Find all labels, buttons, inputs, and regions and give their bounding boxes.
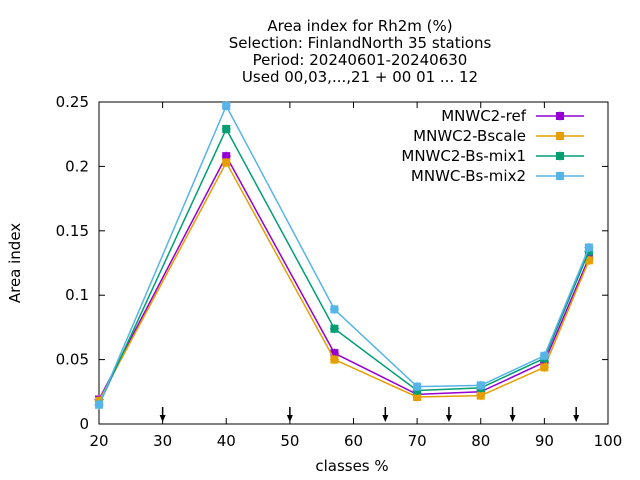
- down-arrow-icon: [573, 407, 580, 422]
- data-point: [476, 380, 486, 390]
- x-tick-label: 20: [89, 432, 108, 450]
- data-point: [329, 324, 339, 334]
- title-line-3: Period: 20240601-20240630: [253, 51, 468, 69]
- x-tick-label: 60: [344, 432, 363, 450]
- x-tick-label: 90: [535, 432, 554, 450]
- x-axis: 20 30 40 50 60 70 80 90 100: [89, 102, 622, 450]
- down-arrow-icon: [286, 407, 293, 422]
- data-series: [94, 101, 594, 410]
- data-point: [539, 362, 549, 372]
- legend-marker: [555, 131, 565, 141]
- legend-label: MNWC-Bs-mix2: [411, 167, 526, 185]
- down-arrow-icon: [382, 407, 389, 422]
- legend-marker: [555, 111, 565, 121]
- legend: MNWC2-ref MNWC2-Bscale MNWC2-Bs-mix1 MNWC-B…: [401, 107, 584, 185]
- x-tick-label: 50: [280, 432, 299, 450]
- down-arrow-icon: [445, 407, 452, 422]
- x-tick-label: 30: [153, 432, 172, 450]
- data-point: [329, 304, 339, 314]
- down-arrow-icon: [509, 407, 516, 422]
- plot-frame: [98, 101, 609, 425]
- data-point: [412, 392, 422, 402]
- data-point: [94, 400, 104, 410]
- legend-label: MNWC2-Bscale: [413, 127, 526, 145]
- legend-label: MNWC2-Bs-mix1: [401, 147, 526, 165]
- data-point: [476, 391, 486, 401]
- series-3: [94, 101, 594, 410]
- y-tick-label: 0.2: [65, 157, 89, 175]
- y-axis-label: Area index: [6, 223, 24, 303]
- data-point: [221, 151, 231, 161]
- down-arrow-icon: [159, 407, 166, 422]
- legend-entry: MNWC2-ref: [441, 107, 584, 125]
- title-line-2: Selection: FinlandNorth 35 stations: [229, 34, 492, 52]
- data-point: [584, 243, 594, 253]
- legend-entry: MNWC2-Bs-mix1: [401, 147, 584, 165]
- data-point: [221, 101, 231, 111]
- class-boundary-arrows: [159, 407, 580, 422]
- x-axis-label: classes %: [315, 457, 388, 475]
- chart-title: Area index for Rh2m (%) Selection: Finla…: [229, 17, 492, 86]
- data-point: [539, 351, 549, 361]
- data-point: [329, 355, 339, 365]
- x-tick-label: 70: [408, 432, 427, 450]
- x-tick-label: 100: [594, 432, 623, 450]
- y-tick-label: 0: [79, 415, 89, 433]
- legend-entry: MNWC-Bs-mix2: [411, 167, 584, 185]
- data-point: [221, 124, 231, 134]
- y-tick-label: 0.1: [65, 286, 89, 304]
- legend-label: MNWC2-ref: [441, 107, 526, 125]
- y-tick-label: 0.15: [56, 222, 89, 240]
- title-line-4: Used 00,03,...,21 + 00 01 ... 12: [242, 68, 478, 86]
- y-axis: 0 0.05 0.1 0.15 0.2 0.25: [56, 93, 608, 433]
- data-point: [412, 382, 422, 392]
- title-line-1: Area index for Rh2m (%): [267, 17, 452, 35]
- y-tick-label: 0.05: [56, 351, 89, 369]
- legend-marker: [555, 151, 565, 161]
- series-line: [98, 160, 590, 402]
- x-tick-label: 80: [471, 432, 490, 450]
- x-tick-label: 40: [217, 432, 236, 450]
- y-tick-label: 0.25: [56, 93, 89, 111]
- legend-marker: [555, 171, 565, 181]
- series-line: [98, 154, 590, 400]
- legend-entry: MNWC2-Bscale: [413, 127, 584, 145]
- data-point: [221, 158, 231, 168]
- series-0: [94, 151, 594, 405]
